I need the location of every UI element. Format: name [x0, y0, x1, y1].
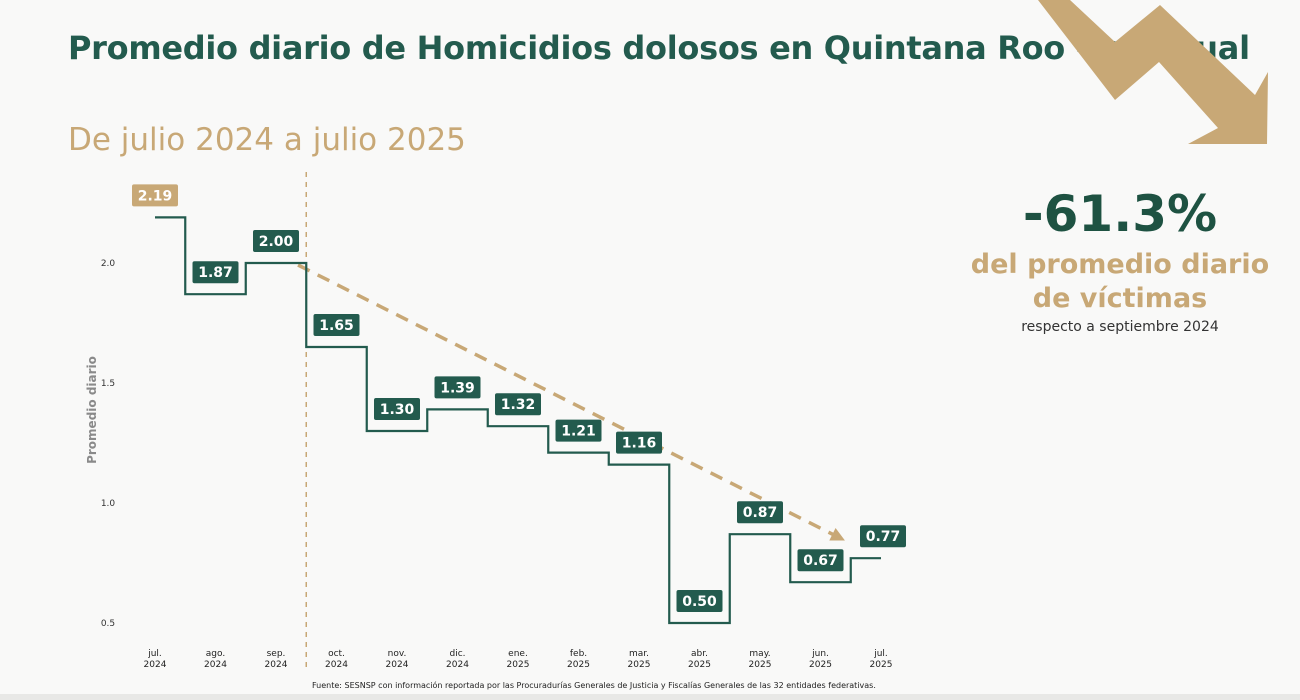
data-label-box — [374, 398, 420, 420]
data-label: 1.32 — [501, 397, 536, 413]
x-tick-label: oct. — [328, 649, 345, 659]
data-label: 2.19 — [138, 188, 173, 204]
y-tick-label: 0.5 — [101, 619, 115, 629]
data-label-box — [616, 431, 662, 454]
data-label-box — [313, 314, 360, 336]
y-axis-label: Promedio diario — [85, 356, 99, 464]
y-tick-label: 1.5 — [101, 379, 115, 389]
y-tick-label: 1.0 — [101, 499, 116, 509]
chart-subtitle: De julio 2024 a julio 2025 — [68, 122, 466, 158]
data-label: 0.50 — [682, 594, 717, 610]
x-tick-label: sep. — [267, 649, 286, 659]
data-label: 1.39 — [440, 380, 475, 396]
data-label-box — [676, 590, 723, 612]
data-label: 0.67 — [803, 553, 838, 569]
x-tick-label: 2025 — [749, 660, 772, 670]
x-tick-label: 2024 — [386, 660, 409, 670]
x-tick-label: jul. — [873, 649, 888, 659]
trend-dashed-line — [297, 263, 837, 538]
x-tick-label: jun. — [811, 649, 829, 659]
series-step-line — [155, 216, 881, 625]
x-tick-label: 2024 — [325, 660, 348, 670]
data-label-box — [860, 525, 906, 548]
data-label: 1.16 — [622, 436, 657, 452]
data-label-box — [253, 230, 299, 252]
data-label-box — [192, 261, 239, 284]
x-tick-label: 2025 — [628, 660, 651, 670]
highlight-text: del promedio diario de víctimas — [970, 249, 1270, 314]
data-label-box — [495, 393, 541, 416]
data-label: 0.87 — [743, 505, 778, 521]
data-label: 1.21 — [561, 424, 596, 440]
x-tick-label: jul. — [147, 649, 162, 659]
bottom-divider — [0, 694, 1300, 700]
x-tick-label: 2025 — [507, 660, 530, 670]
x-tick-label: 2024 — [144, 660, 167, 670]
x-tick-label: ene. — [508, 649, 528, 659]
x-tick-label: 2024 — [265, 660, 288, 670]
x-tick-label: may. — [749, 649, 770, 659]
series-path — [155, 216, 881, 625]
trend-arrowhead — [829, 527, 845, 541]
data-label-box — [797, 549, 844, 572]
data-label: 0.77 — [866, 529, 901, 545]
data-label-box — [434, 376, 481, 399]
x-tick-label: 2025 — [809, 660, 832, 670]
y-tick-label: 2.0 — [101, 259, 116, 269]
data-labels: 2.19 1.87 2.00 1.65 1.30 1.39 1.32 1.21 1.16 0.50… — [132, 184, 906, 612]
x-tick-label: abr. — [691, 649, 708, 659]
x-tick-label: 2025 — [567, 660, 590, 670]
data-label: 1.87 — [198, 265, 233, 281]
down-arrow-icon — [1030, 0, 1268, 144]
chart-title: Promedio diario de Homicidios dolosos en… — [68, 29, 1250, 67]
trend-line — [297, 263, 845, 541]
x-tick-label: 2025 — [688, 660, 711, 670]
data-label-box — [555, 419, 602, 442]
x-tick-label: 2024 — [204, 660, 227, 670]
x-tick-label: 2025 — [870, 660, 893, 670]
data-label: 1.30 — [380, 402, 415, 418]
x-tick-label: nov. — [388, 649, 407, 659]
x-tick-label: feb. — [570, 649, 587, 659]
x-tick-label: dic. — [449, 649, 465, 659]
source-note: Fuente: SESNSP con información reportada… — [312, 681, 876, 690]
highlight-subtext: respecto a septiembre 2024 — [1021, 319, 1219, 335]
x-tick-label: mar. — [629, 649, 649, 659]
x-tick-label: 2024 — [446, 660, 469, 670]
x-tick-label: ago. — [206, 649, 225, 659]
data-label-box — [737, 501, 783, 524]
highlight-percent: -61.3% — [1022, 185, 1218, 243]
data-label: 1.65 — [319, 318, 354, 334]
data-label: 2.00 — [259, 234, 294, 250]
data-label-box — [132, 184, 178, 207]
